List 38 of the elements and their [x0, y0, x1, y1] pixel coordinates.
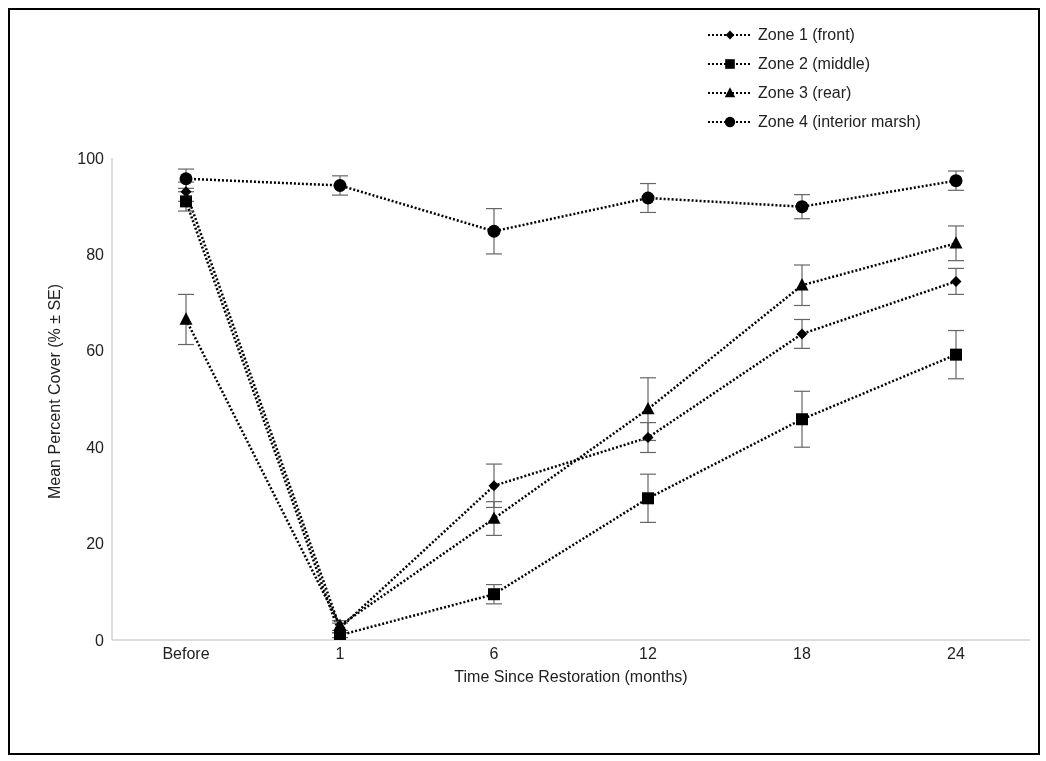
y-tick-label: 80: [86, 246, 105, 264]
point: [179, 172, 193, 186]
y-tick-label: 40: [86, 438, 105, 456]
point: [488, 480, 500, 492]
point: [796, 413, 808, 426]
y-tick-label: 0: [95, 631, 105, 649]
point: [795, 278, 809, 291]
y-tick-label: 20: [86, 535, 105, 553]
point: [487, 224, 501, 238]
point: [179, 312, 193, 325]
point: [641, 401, 655, 415]
x-tick-label: 18: [793, 645, 811, 663]
point: [949, 174, 963, 188]
point: [642, 432, 654, 444]
legend-label: Zone 1 (front): [758, 25, 855, 44]
x-axis-title: Time Since Restoration (months): [454, 668, 688, 685]
legend-label: Zone 2 (middle): [758, 54, 871, 73]
y-axis-title: Mean Percent Cover (% ± SE): [45, 283, 63, 499]
point: [642, 492, 654, 505]
y-tick-label: 100: [77, 149, 105, 167]
point: [950, 275, 962, 287]
legend-label: Zone 3 (rear): [758, 83, 852, 102]
x-tick-label: 6: [489, 645, 499, 663]
point: [950, 348, 962, 361]
point: [333, 178, 347, 192]
point: [795, 200, 809, 214]
x-tick-label: Before: [162, 645, 210, 663]
point: [641, 191, 655, 205]
point: [180, 195, 192, 208]
y-tick-label: 60: [86, 342, 105, 360]
point: [488, 588, 500, 601]
point: [487, 511, 501, 524]
point: [796, 328, 808, 340]
x-tick-label: 1: [335, 645, 345, 663]
point: [949, 236, 963, 249]
x-tick-label: 12: [639, 645, 657, 663]
legend-label: Zone 4 (interior marsh): [758, 112, 921, 131]
x-tick-label: 24: [947, 645, 965, 663]
